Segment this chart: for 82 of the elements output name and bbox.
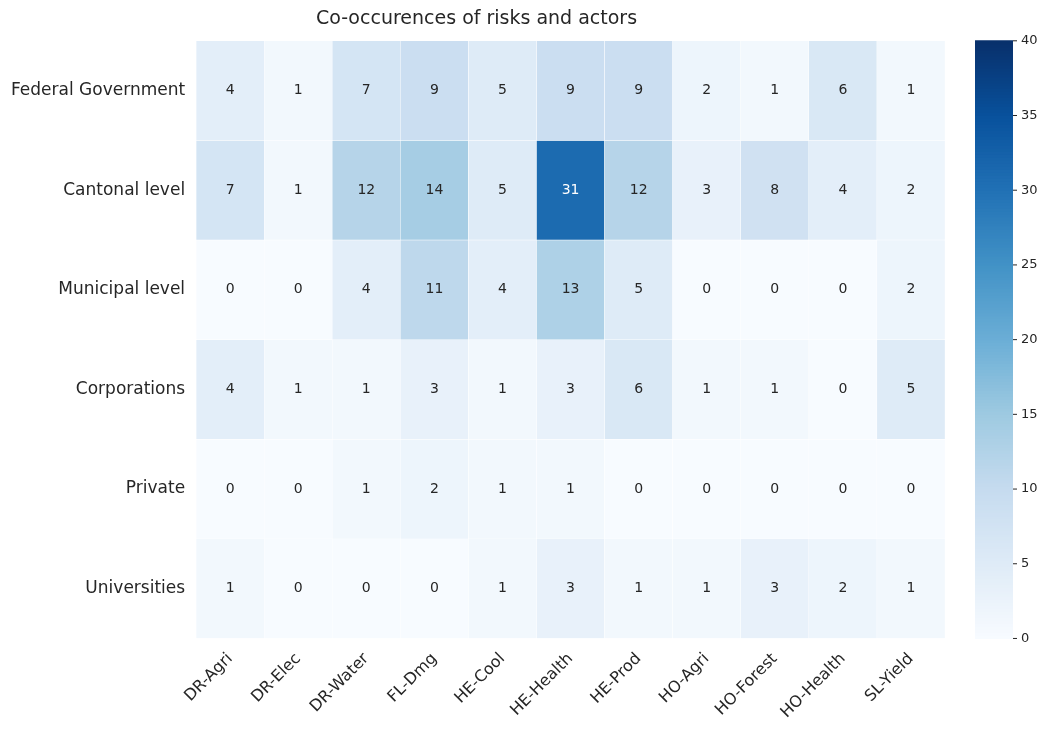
data-label: 4	[838, 180, 848, 197]
data-label: 2	[906, 280, 916, 297]
data-label: 0	[361, 579, 371, 596]
y-tick-label: Universities	[85, 577, 186, 598]
data-label: 2	[429, 479, 439, 496]
data-label: 4	[498, 280, 508, 297]
data-label: 0	[770, 280, 780, 297]
data-label: 4	[361, 280, 371, 297]
data-label: 5	[906, 380, 916, 397]
color-bar-label: 25	[1021, 256, 1037, 272]
data-label: 0	[770, 479, 780, 496]
data-label: 1	[906, 81, 916, 98]
data-label: 1	[293, 180, 303, 197]
data-label: 3	[770, 579, 780, 596]
color-bar-label: 15	[1021, 405, 1037, 421]
data-label: 13	[561, 280, 580, 297]
color-bar-label: 5	[1021, 555, 1030, 571]
data-label: 1	[770, 380, 780, 397]
data-label: 2	[838, 579, 848, 596]
data-label: 5	[498, 180, 507, 197]
data-label: 1	[702, 579, 712, 596]
data-label: 12	[629, 180, 648, 197]
data-label: 1	[770, 81, 780, 98]
data-label: 1	[361, 479, 371, 496]
data-label: 11	[425, 280, 444, 297]
data-label: 0	[838, 280, 848, 297]
chart-title: Co-occurences of risks and actors	[315, 6, 638, 29]
data-label: 1	[225, 579, 235, 596]
data-label: 0	[906, 479, 916, 496]
data-label: 0	[838, 479, 848, 496]
data-label: 5	[634, 280, 644, 297]
color-bar-label: 0	[1021, 629, 1030, 645]
data-label: 0	[634, 479, 644, 496]
data-label: 6	[838, 81, 848, 98]
data-label: 3	[702, 180, 712, 197]
data-label: 0	[293, 579, 303, 596]
data-label: 1	[702, 380, 712, 397]
data-label: 3	[566, 579, 576, 596]
data-label: 1	[498, 579, 507, 596]
y-tick-label: Cantonal level	[63, 178, 186, 199]
color-bar-label: 30	[1021, 181, 1037, 197]
data-label: 1	[361, 380, 371, 397]
data-label: 14	[425, 180, 444, 197]
data-label: 12	[357, 180, 376, 197]
data-label: 4	[225, 380, 235, 397]
color-bar-label: 40	[1021, 32, 1037, 48]
data-label: 31	[561, 180, 580, 197]
data-label: 7	[225, 180, 235, 197]
data-label: 2	[702, 81, 712, 98]
data-label: 0	[702, 280, 712, 297]
data-label: 8	[770, 180, 780, 197]
data-label: 1	[498, 380, 507, 397]
color-bar-label: 10	[1021, 480, 1037, 496]
data-label: 9	[634, 81, 644, 98]
data-label: 7	[361, 81, 371, 98]
data-label: 3	[429, 380, 439, 397]
y-tick-label: Private	[125, 477, 186, 498]
data-label: 3	[566, 380, 576, 397]
data-label: 1	[634, 579, 644, 596]
data-label: 2	[906, 180, 916, 197]
data-label: 0	[225, 280, 235, 297]
data-label: 1	[906, 579, 916, 596]
data-label: 4	[225, 81, 235, 98]
data-label: 1	[293, 380, 303, 397]
color-bar-label: 35	[1021, 106, 1037, 122]
data-label: 9	[566, 81, 576, 98]
data-label: 0	[429, 579, 439, 596]
data-label: 0	[225, 479, 235, 496]
data-label: 1	[498, 479, 507, 496]
data-label: 0	[702, 479, 712, 496]
color-bar-label: 20	[1021, 331, 1037, 347]
data-label: 0	[293, 280, 303, 297]
data-label: 5	[498, 81, 507, 98]
y-tick-label: Municipal level	[58, 278, 186, 299]
data-label: 1	[566, 479, 576, 496]
data-label: 6	[634, 380, 644, 397]
y-tick-label: Corporations	[75, 377, 186, 398]
data-label: 1	[293, 81, 303, 98]
data-label: 0	[838, 380, 848, 397]
data-label: 0	[293, 479, 303, 496]
y-tick-label: Federal Government	[11, 79, 186, 100]
data-label: 9	[429, 81, 439, 98]
